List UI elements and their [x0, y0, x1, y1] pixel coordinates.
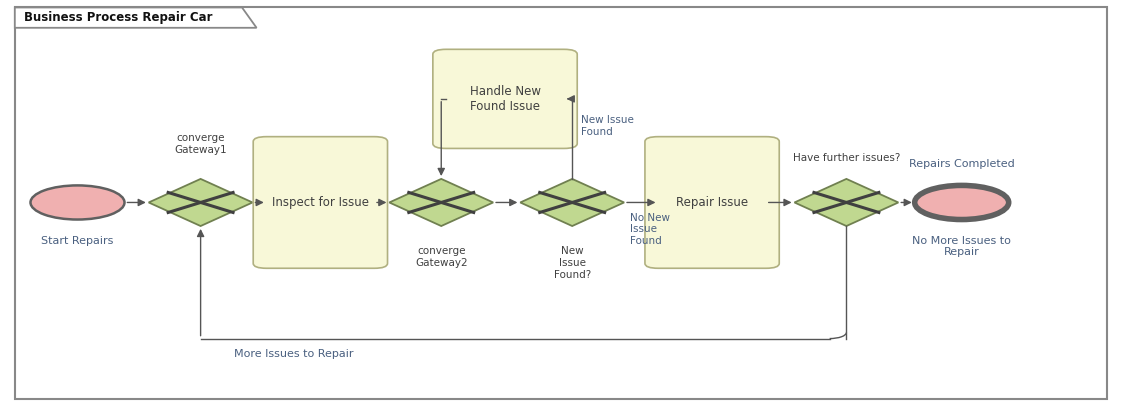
- FancyBboxPatch shape: [433, 49, 577, 148]
- Polygon shape: [521, 179, 624, 226]
- Polygon shape: [389, 179, 494, 226]
- Text: No New
Issue
Found: No New Issue Found: [629, 213, 670, 246]
- Circle shape: [30, 185, 125, 220]
- FancyBboxPatch shape: [645, 137, 780, 268]
- Text: converge
Gateway1: converge Gateway1: [174, 133, 227, 155]
- Text: Start Repairs: Start Repairs: [42, 236, 113, 246]
- Text: converge
Gateway2: converge Gateway2: [415, 246, 468, 268]
- Text: New Issue
Found: New Issue Found: [581, 115, 634, 137]
- Text: Have further issues?: Have further issues?: [793, 153, 900, 163]
- Text: Repairs Completed: Repairs Completed: [909, 159, 1014, 169]
- Text: More Issues to Repair: More Issues to Repair: [234, 349, 353, 359]
- Polygon shape: [794, 179, 899, 226]
- Polygon shape: [149, 179, 252, 226]
- Text: Business Process Repair Car: Business Process Repair Car: [24, 11, 212, 24]
- Text: New
Issue
Found?: New Issue Found?: [553, 246, 591, 279]
- Text: Handle New
Found Issue: Handle New Found Issue: [469, 85, 541, 113]
- Text: Inspect for Issue: Inspect for Issue: [272, 196, 369, 209]
- Text: Repair Issue: Repair Issue: [677, 196, 748, 209]
- Polygon shape: [15, 7, 257, 28]
- FancyBboxPatch shape: [254, 137, 387, 268]
- Text: No More Issues to
Repair: No More Issues to Repair: [912, 236, 1011, 257]
- Circle shape: [914, 185, 1009, 220]
